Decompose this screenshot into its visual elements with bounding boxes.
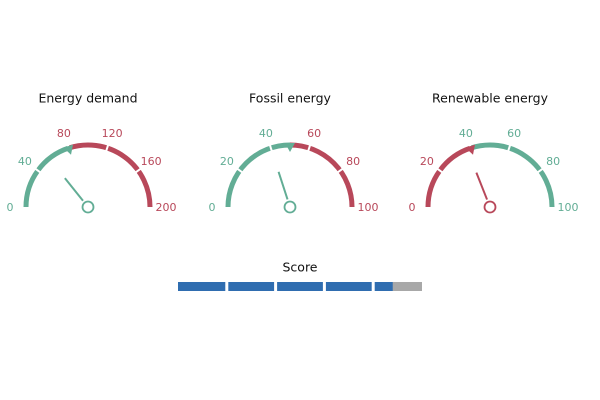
threshold-marker bbox=[285, 143, 295, 152]
tick-label: 160 bbox=[141, 155, 162, 168]
tick-gap bbox=[336, 167, 344, 174]
tick-label: 20 bbox=[220, 155, 234, 168]
tick-label: 80 bbox=[546, 155, 560, 168]
needle-hub bbox=[283, 200, 297, 214]
threshold-marker bbox=[465, 144, 475, 155]
tick-gap bbox=[104, 143, 110, 153]
tick-label: 80 bbox=[346, 155, 360, 168]
tick-gap bbox=[34, 167, 42, 174]
tick-label: 0 bbox=[7, 201, 14, 214]
tick-gap bbox=[306, 143, 312, 153]
tick-label: 20 bbox=[420, 155, 434, 168]
needle bbox=[475, 172, 488, 200]
gauge-zone bbox=[68, 142, 153, 208]
tick-gap bbox=[506, 143, 512, 153]
tick-label: 60 bbox=[507, 127, 521, 140]
tick-gap bbox=[536, 167, 544, 174]
gauge-title: Energy demand bbox=[38, 91, 137, 106]
tick-label: 120 bbox=[102, 127, 123, 140]
needle bbox=[64, 177, 84, 202]
needle-hub bbox=[483, 200, 497, 214]
gauge-zone bbox=[225, 142, 291, 208]
tick-gap bbox=[268, 143, 274, 153]
gauge-zone bbox=[23, 145, 70, 208]
tick-label: 100 bbox=[558, 201, 579, 214]
gauge-zone bbox=[470, 142, 555, 208]
score-bar bbox=[178, 282, 393, 291]
score-title: Score bbox=[282, 260, 317, 275]
needle-hub bbox=[81, 200, 95, 214]
tick-label: 100 bbox=[358, 201, 379, 214]
tick-label: 0 bbox=[209, 201, 216, 214]
tick-label: 40 bbox=[259, 127, 273, 140]
tick-gap bbox=[134, 167, 142, 174]
gauge-zone bbox=[289, 142, 355, 208]
threshold-marker bbox=[63, 144, 73, 155]
tick-gap bbox=[236, 167, 244, 174]
segment-gap bbox=[371, 281, 375, 292]
tick-gap bbox=[436, 167, 444, 174]
gauge-title: Renewable energy bbox=[432, 91, 549, 106]
tick-label: 40 bbox=[459, 127, 473, 140]
tick-label: 200 bbox=[156, 201, 177, 214]
gauge-zone bbox=[425, 145, 472, 208]
segment-gap bbox=[225, 281, 229, 292]
needle bbox=[277, 171, 289, 200]
tick-label: 80 bbox=[57, 127, 71, 140]
segment-gap bbox=[322, 281, 326, 292]
gauge-title: Fossil energy bbox=[249, 91, 331, 106]
segment-gap bbox=[274, 281, 278, 292]
tick-label: 40 bbox=[18, 155, 32, 168]
tick-label: 0 bbox=[409, 201, 416, 214]
tick-label: 60 bbox=[307, 127, 321, 140]
